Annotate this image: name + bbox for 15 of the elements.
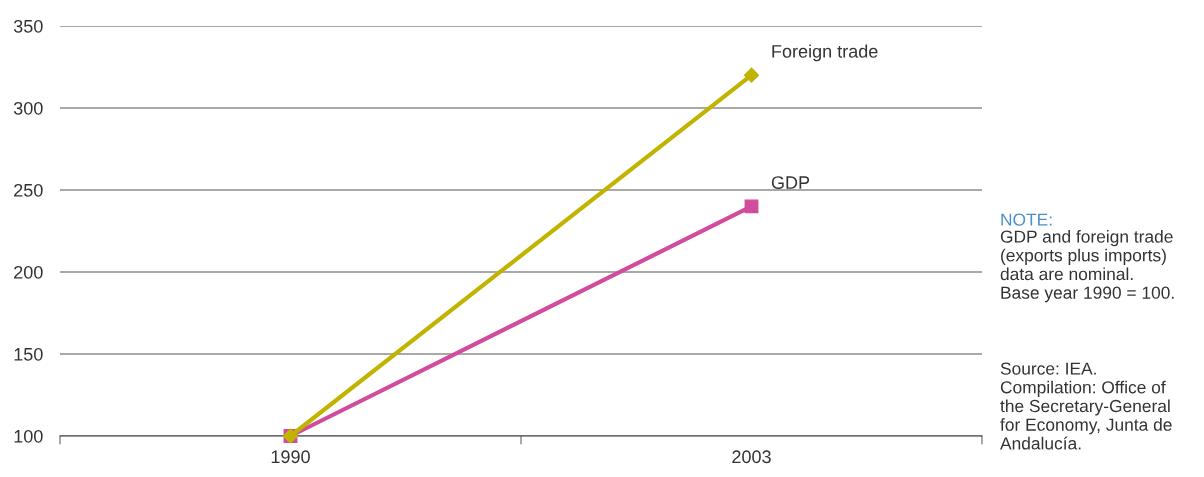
point [744, 199, 759, 214]
series-label: GDP [771, 176, 810, 189]
y-tick-label: 100 [14, 429, 43, 443]
text: NOTE: [1001, 213, 1052, 226]
point [743, 67, 760, 83]
text: GDP and foreign trade (exports plus imports) data are nominal. Base year 1990 = 100. [1000, 230, 1174, 303]
y-tick-label: 250 [14, 183, 43, 197]
y-tick-label: 350 [13, 19, 43, 33]
source-note: Source: IEA. Compilation: Office of the Secretary-General for Economy, Junta de Andalucía. [1000, 362, 1172, 450]
x-tick-label: 2003 [732, 450, 771, 464]
series-label: Foreign trade [772, 44, 878, 62]
y-tick-label: 300 [13, 101, 43, 115]
y-tick-label: 150 [14, 347, 43, 361]
x-tick-label: 1990 [271, 450, 310, 464]
y-tick-label: 200 [14, 265, 43, 279]
